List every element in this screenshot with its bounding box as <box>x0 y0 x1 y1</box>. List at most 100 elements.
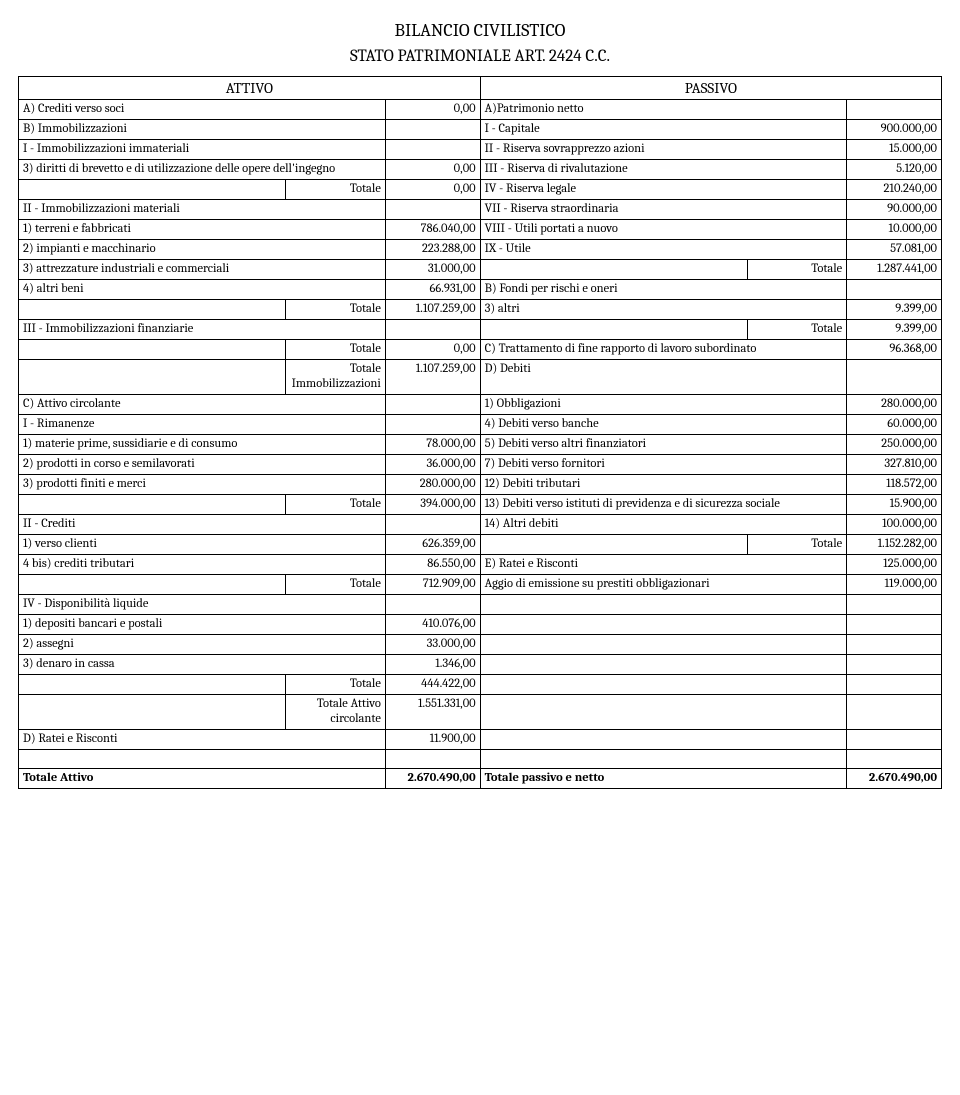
cell: 12) Debiti tributari <box>480 475 847 495</box>
cell: 86.550,00 <box>385 555 480 575</box>
cell <box>847 280 942 300</box>
header-passivo: PASSIVO <box>480 77 941 100</box>
cell: 327.810,00 <box>847 455 942 475</box>
cell: II - Riserva sovrapprezzo azioni <box>480 140 847 160</box>
cell: VII - Riserva straordinaria <box>480 200 847 220</box>
cell <box>385 120 480 140</box>
cell: IX - Utile <box>480 240 847 260</box>
cell: 280.000,00 <box>385 475 480 495</box>
cell: 15.900,00 <box>847 495 942 515</box>
cell: Aggio di emissione su prestiti obbligazi… <box>480 575 847 595</box>
cell <box>847 360 942 395</box>
cell: B) Immobilizzazioni <box>19 120 386 140</box>
header-attivo: ATTIVO <box>19 77 481 100</box>
cell: 0,00 <box>385 340 480 360</box>
totale-label: Totale <box>285 300 385 320</box>
cell <box>19 750 386 769</box>
cell: II - Immobilizzazioni materiali <box>19 200 386 220</box>
cell: 14) Altri debiti <box>480 515 847 535</box>
cell: 15.000,00 <box>847 140 942 160</box>
totale-label: Totale <box>285 495 385 515</box>
cell: 119.000,00 <box>847 575 942 595</box>
cell: 78.000,00 <box>385 435 480 455</box>
cell: 118.572,00 <box>847 475 942 495</box>
cell: 223.288,00 <box>385 240 480 260</box>
cell <box>19 300 286 320</box>
cell: 3) denaro in cassa <box>19 655 386 675</box>
cell: 626.359,00 <box>385 535 480 555</box>
cell: 13) Debiti verso istituti di previdenza … <box>480 495 847 515</box>
cell: 712.909,00 <box>385 575 480 595</box>
cell: 100.000,00 <box>847 515 942 535</box>
cell <box>847 100 942 120</box>
cell: C) Trattamento di fine rapporto di lavor… <box>480 340 847 360</box>
cell: 1) terreni e fabbricati <box>19 220 386 240</box>
tot-ac-label: Totale Attivo circolante <box>285 695 385 730</box>
cell <box>385 595 480 615</box>
cell: 1.107.259,00 <box>385 300 480 320</box>
cell <box>19 675 286 695</box>
cell <box>847 635 942 655</box>
cell: C) Attivo circolante <box>19 395 386 415</box>
cell: 11.900,00 <box>385 730 480 750</box>
balance-sheet-table: ATTIVO PASSIVO A) Crediti verso soci 0,0… <box>18 76 942 789</box>
tot-imm-label: Totale Immobilizzazioni <box>285 360 385 395</box>
cell <box>480 595 847 615</box>
totale-label: Totale <box>285 180 385 200</box>
cell <box>847 675 942 695</box>
totale-label: Totale <box>285 340 385 360</box>
cell: 10.000,00 <box>847 220 942 240</box>
totale-attivo-label: Totale Attivo <box>19 769 386 789</box>
cell <box>480 635 847 655</box>
cell <box>385 515 480 535</box>
cell: 3) prodotti finiti e merci <box>19 475 386 495</box>
cell: 1) materie prime, sussidiarie e di consu… <box>19 435 386 455</box>
cell: 410.076,00 <box>385 615 480 635</box>
cell: 3) diritti di brevetto e di utilizzazion… <box>19 160 386 180</box>
cell <box>385 750 480 769</box>
cell <box>19 695 286 730</box>
cell: E) Ratei e Risconti <box>480 555 847 575</box>
cell: 786.040,00 <box>385 220 480 240</box>
cell: 1.107.259,00 <box>385 360 480 395</box>
cell: 90.000,00 <box>847 200 942 220</box>
cell <box>847 730 942 750</box>
cell <box>480 750 847 769</box>
cell: 1.152.282,00 <box>847 535 942 555</box>
cell: 0,00 <box>385 180 480 200</box>
cell: 0,00 <box>385 100 480 120</box>
cell: 280.000,00 <box>847 395 942 415</box>
totale-label: Totale <box>747 320 846 340</box>
cell: 1.551.331,00 <box>385 695 480 730</box>
totale-label: Totale <box>285 575 385 595</box>
cell <box>480 730 847 750</box>
totale-passivo-label: Totale passivo e netto <box>480 769 847 789</box>
cell: 9.399,00 <box>847 300 942 320</box>
cell: IV - Riserva legale <box>480 180 847 200</box>
totale-label: Totale <box>747 260 846 280</box>
cell: I - Capitale <box>480 120 847 140</box>
cell: I - Immobilizzazioni immateriali <box>19 140 386 160</box>
cell <box>480 320 747 340</box>
cell: 96.368,00 <box>847 340 942 360</box>
cell: 2) prodotti in corso e semilavorati <box>19 455 386 475</box>
cell: 1) verso clienti <box>19 535 386 555</box>
cell: VIII - Utili portati a nuovo <box>480 220 847 240</box>
cell: 1.346,00 <box>385 655 480 675</box>
cell: 2) assegni <box>19 635 386 655</box>
cell: 0,00 <box>385 160 480 180</box>
cell <box>847 750 942 769</box>
cell: III - Riserva di rivalutazione <box>480 160 847 180</box>
cell: 4) altri beni <box>19 280 386 300</box>
cell: 4 bis) crediti tributari <box>19 555 386 575</box>
cell: A)Patrimonio netto <box>480 100 847 120</box>
cell <box>480 675 847 695</box>
cell: 7) Debiti verso fornitori <box>480 455 847 475</box>
cell <box>385 395 480 415</box>
cell <box>19 360 286 395</box>
cell: 33.000,00 <box>385 635 480 655</box>
cell: 3) attrezzature industriali e commercial… <box>19 260 386 280</box>
cell: I - Rimanenze <box>19 415 386 435</box>
cell: 2) impianti e macchinario <box>19 240 386 260</box>
cell <box>19 495 286 515</box>
